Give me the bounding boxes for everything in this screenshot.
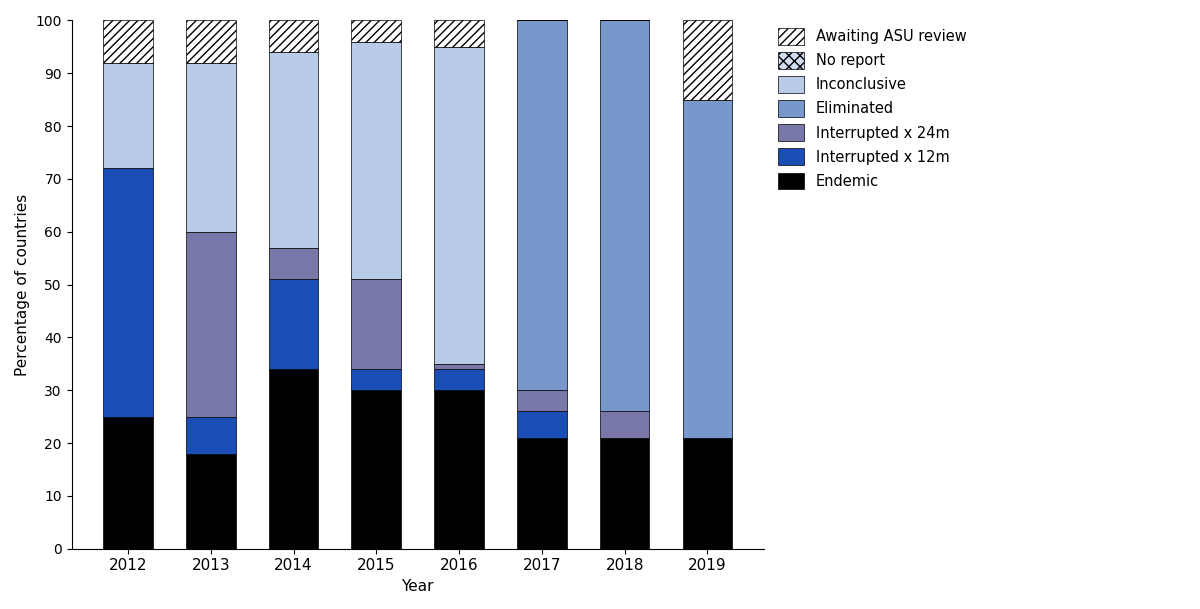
Bar [352, 280, 401, 369]
X-axis label: Year: Year [402, 579, 434, 594]
Bar [683, 100, 732, 438]
Bar [269, 369, 318, 549]
Bar [517, 438, 566, 549]
Bar [186, 63, 235, 232]
Bar [683, 438, 732, 549]
Bar [269, 52, 318, 248]
Bar [103, 169, 152, 417]
Bar [600, 21, 649, 412]
Bar [186, 454, 235, 549]
Bar [434, 47, 484, 364]
Bar [186, 21, 235, 63]
Bar [103, 21, 152, 63]
Y-axis label: Percentage of countries: Percentage of countries [16, 194, 30, 376]
Bar [517, 412, 566, 438]
Bar [434, 21, 484, 47]
Legend: Awaiting ASU review, No report, Inconclusive, Eliminated, Interrupted x 24m, Int: Awaiting ASU review, No report, Inconclu… [778, 28, 967, 189]
Bar [103, 417, 152, 549]
Bar [600, 438, 649, 549]
Bar [269, 248, 318, 280]
Bar [600, 412, 649, 438]
Bar [269, 280, 318, 369]
Bar [683, 21, 732, 100]
Bar [517, 21, 566, 390]
Bar [434, 364, 484, 369]
Bar [352, 41, 401, 280]
Bar [352, 21, 401, 41]
Bar [269, 21, 318, 52]
Bar [186, 417, 235, 454]
Bar [352, 369, 401, 390]
Bar [186, 232, 235, 417]
Bar [352, 390, 401, 549]
Bar [103, 63, 152, 169]
Bar [434, 390, 484, 549]
Bar [434, 369, 484, 390]
Bar [517, 390, 566, 412]
